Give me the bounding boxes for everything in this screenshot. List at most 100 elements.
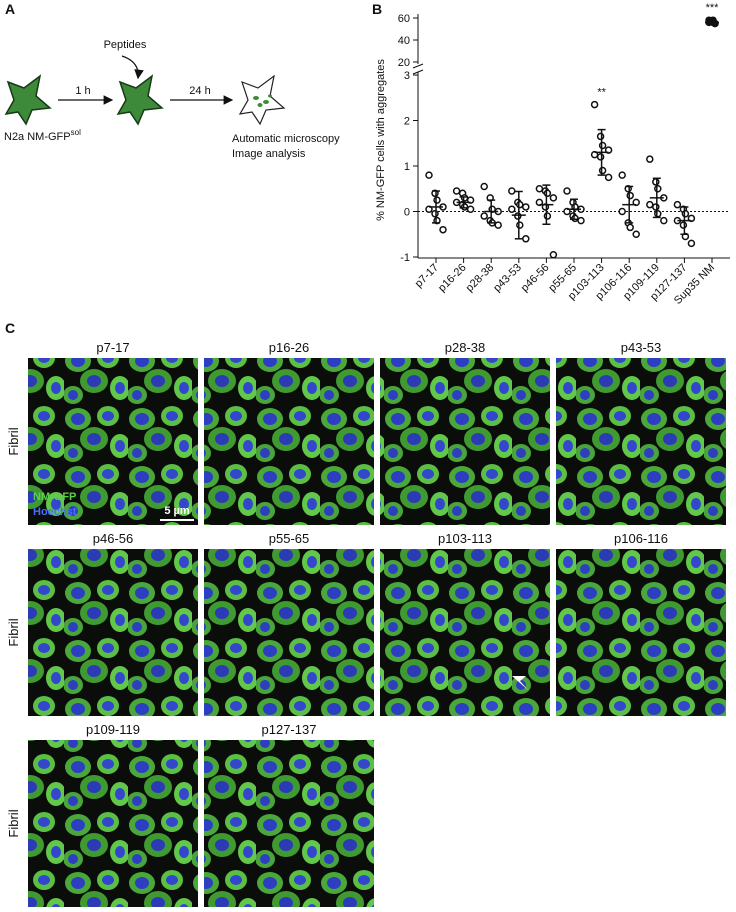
image-label: p109-119 — [86, 722, 140, 737]
data-point — [598, 141, 607, 150]
data-point — [679, 221, 688, 229]
data-point — [652, 203, 660, 211]
y-tick-label: 60 — [398, 13, 410, 25]
arrow — [121, 55, 144, 80]
cell-icon — [4, 74, 52, 126]
panel-label: A — [5, 1, 15, 17]
data-point — [571, 214, 579, 223]
data-point — [673, 200, 682, 209]
data-point — [626, 223, 634, 232]
image-label: p106-116 — [614, 531, 668, 546]
micrograph — [204, 740, 374, 907]
data-point — [590, 100, 599, 109]
data-point — [596, 153, 605, 161]
micrograph — [556, 358, 726, 525]
x-tick-label: p16-26 — [436, 262, 469, 295]
data-point — [466, 205, 475, 213]
aggregate — [253, 96, 259, 100]
data-point — [522, 235, 530, 243]
data-point — [549, 194, 558, 202]
data-point — [516, 221, 524, 229]
data-point — [494, 221, 502, 229]
row-label: Fibril — [6, 809, 21, 837]
data-point — [577, 216, 585, 225]
x-tick-label: p28-38 — [464, 262, 497, 295]
data-point — [687, 239, 696, 248]
data-point — [618, 171, 626, 179]
y-tick-label: 40 — [398, 35, 410, 47]
aggregate — [263, 100, 269, 104]
micrograph — [204, 358, 374, 525]
image-label: p43-53 — [621, 340, 661, 355]
y-tick-label: 2 — [404, 116, 410, 128]
panel-label: B — [372, 1, 382, 17]
time-label: 1 h — [75, 85, 90, 97]
data-point — [681, 210, 690, 218]
x-tick-label: p43-53 — [491, 262, 524, 295]
image-label: p16-26 — [269, 340, 309, 355]
data-point — [460, 194, 469, 202]
image-label: p7-17 — [96, 340, 129, 355]
data-point — [632, 230, 640, 238]
data-point — [618, 207, 626, 216]
micrograph — [380, 549, 550, 716]
axis-break — [412, 69, 424, 75]
readout: Image analysis — [232, 148, 306, 160]
data-point — [563, 187, 571, 195]
cell-line: N2a NM-GFPsol — [4, 128, 81, 143]
data-point — [604, 173, 613, 182]
data-point — [522, 203, 530, 211]
data-point — [452, 187, 461, 195]
image-label: p28-38 — [445, 340, 485, 355]
y-tick-label: 20 — [398, 57, 410, 69]
x-tick-label: p46-56 — [519, 262, 552, 295]
y-tick-label: -1 — [400, 252, 410, 264]
significance: *** — [706, 2, 720, 14]
data-point — [626, 191, 634, 200]
image-label: p127-137 — [262, 722, 317, 737]
data-point — [514, 212, 522, 220]
data-point — [652, 178, 660, 186]
channel-label: Hoechst — [33, 506, 77, 518]
data-point — [480, 182, 488, 191]
peptides-label: Peptides — [104, 39, 147, 51]
data-point — [535, 185, 544, 193]
data-point — [431, 210, 439, 218]
data-point — [425, 171, 433, 179]
data-point — [654, 210, 662, 218]
data-point — [439, 225, 447, 234]
row-label: Fibril — [6, 618, 21, 646]
cell-line-name: N2a NM-GFP — [4, 131, 71, 143]
aggregate — [268, 94, 272, 98]
image-label: p55-65 — [269, 531, 309, 546]
y-tick-label: 3 — [404, 70, 410, 82]
data-point — [646, 155, 654, 163]
data-point — [549, 250, 558, 259]
axis-break — [412, 63, 424, 69]
panel-label: C — [5, 320, 15, 336]
cell-icon — [238, 74, 286, 126]
data-point — [508, 187, 516, 195]
time-label: 24 h — [189, 85, 210, 97]
data-point — [460, 203, 469, 211]
data-point — [660, 216, 668, 225]
data-point — [480, 212, 488, 220]
aggregate — [257, 103, 263, 107]
data-point — [646, 200, 654, 209]
y-tick-label: 1 — [404, 161, 410, 173]
image-label: p103-113 — [438, 531, 492, 546]
readout: Automatic microscopy — [232, 133, 340, 145]
channel-label: NM-GFP — [33, 491, 76, 503]
cell-line-sup: sol — [71, 128, 81, 137]
row-label: Fibril — [6, 427, 21, 455]
arrowhead — [512, 676, 528, 690]
micrograph — [28, 549, 198, 716]
y-axis-label: % NM-GFP cells with aggregates — [375, 59, 387, 221]
data-point — [516, 200, 524, 209]
micrograph — [380, 358, 550, 525]
data-point — [543, 189, 552, 198]
data-point — [598, 166, 607, 175]
data-point — [596, 132, 605, 141]
